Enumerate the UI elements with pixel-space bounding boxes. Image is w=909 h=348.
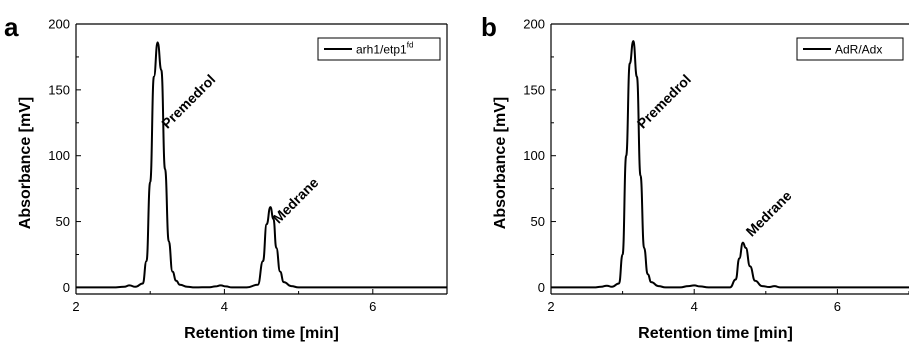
x-tick-label: 4 (691, 299, 698, 314)
x-tick-label: 6 (369, 299, 376, 314)
legend-box (317, 37, 441, 61)
y-tick-label: 150 (523, 82, 545, 97)
y-tick-label: 50 (531, 214, 545, 229)
legend-box (796, 37, 904, 61)
series-line-0 (551, 40, 909, 289)
peak-annotation: Premedrol (634, 71, 694, 131)
y-tick-label: 0 (538, 280, 545, 295)
x-tick-label: 2 (72, 299, 79, 314)
series-line-0 (76, 41, 447, 289)
y-tick-label: 100 (48, 148, 70, 163)
x-axis-label: Retention time [min] (638, 325, 793, 342)
peak-annotation: Premedrol (158, 71, 218, 131)
peak-annotation: Medrane (743, 187, 795, 239)
y-tick-label: 0 (63, 280, 70, 295)
legend-label: AdR/Adx (835, 43, 882, 57)
y-axis-label: Absorbance [mV] (17, 97, 34, 229)
chart-panel-b: b 0 50 100 150 200 2 4 6 Retention time [min] Abso… (481, 12, 909, 342)
y-tick-label: 200 (48, 17, 70, 32)
x-axis-label: Retention time [min] (184, 325, 339, 342)
panel-label: a (4, 12, 19, 42)
legend-label: arh1/etp1fd (356, 41, 413, 57)
x-tick-label: 6 (834, 299, 841, 314)
y-tick-label: 100 (523, 148, 545, 163)
y-axis-label: Absorbance [mV] (492, 97, 509, 229)
chart-panel-a: a 0 50 100 150 200 2 4 6 Retention time [min] Abso… (4, 12, 448, 342)
legend-superscript: fd (407, 41, 414, 50)
x-tick-label: 4 (221, 299, 228, 314)
panel-label: b (481, 12, 497, 42)
y-tick-label: 200 (523, 17, 545, 32)
x-tick-label: 2 (547, 299, 554, 314)
y-tick-label: 50 (56, 214, 70, 229)
peak-annotation: Medrane (269, 174, 321, 226)
y-tick-label: 150 (48, 82, 70, 97)
